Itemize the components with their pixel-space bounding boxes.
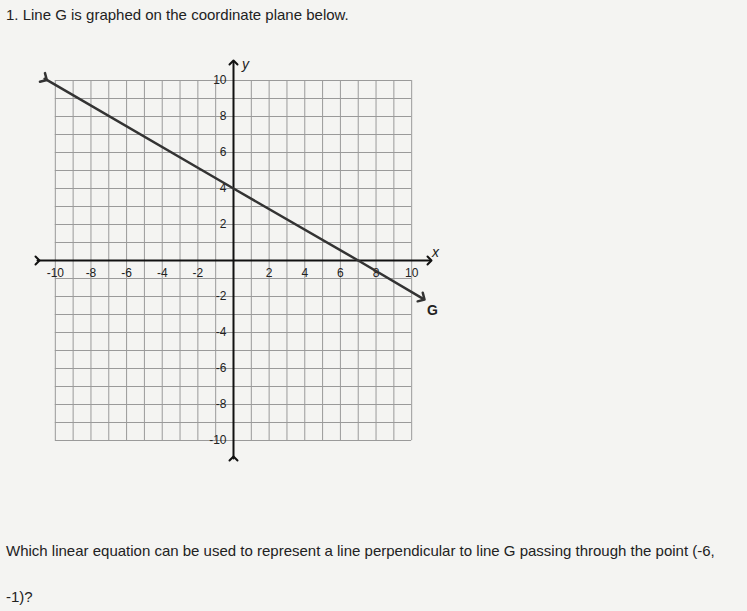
html-text:Which linear equation can be u: Which linear equation can be used to rep… [6,542,715,605]
svg-text:-4: -4 [157,266,168,280]
svg-text:-10: -10 [209,433,227,447]
svg-text:x: x [431,244,440,260]
svg-text:-8: -8 [216,397,227,411]
svg-text:y: y [241,56,250,72]
svg-text:-10: -10 [47,266,65,280]
svg-text:-6: -6 [121,266,132,280]
html-text:1. Line G is graphed on the co: 1. Line G is graphed on the coordinate p… [6,6,349,23]
svg-text:G: G [427,302,438,318]
svg-text:-8: -8 [86,266,97,280]
svg-text:2: 2 [266,266,273,280]
svg-text:2: 2 [220,217,227,231]
svg-text:8: 8 [220,109,227,123]
svg-text:10: 10 [213,73,227,87]
svg-text:-2: -2 [193,266,204,280]
svg-text:-6: -6 [216,361,227,375]
svg-text:10: 10 [405,266,419,280]
svg-text:-4: -4 [216,325,227,339]
svg-text:6: 6 [220,145,227,159]
svg-text:-2: -2 [216,289,227,303]
svg-text:4: 4 [219,181,227,196]
svg-text:4: 4 [301,266,308,280]
svg-text:6: 6 [337,266,344,280]
svg-text:8: 8 [372,266,380,281]
